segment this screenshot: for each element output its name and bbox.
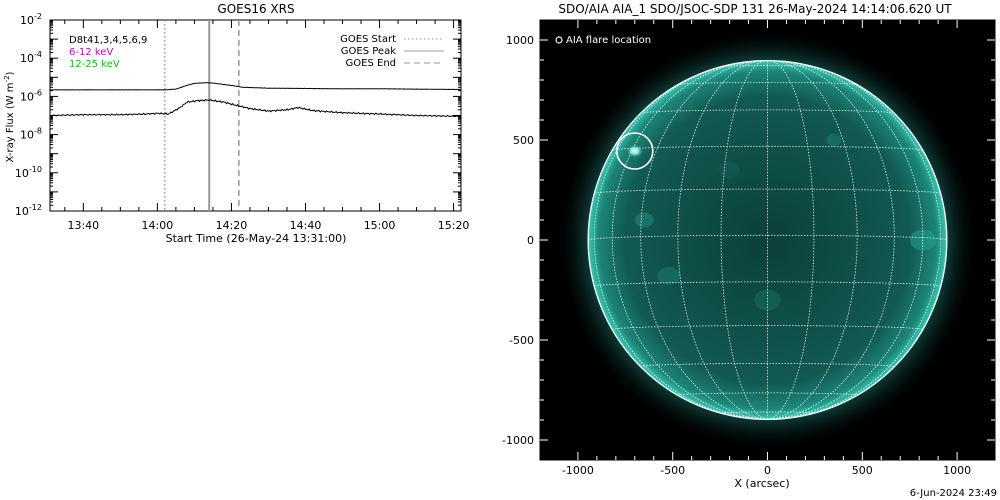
aia-flare-legend-label: AIA flare location bbox=[566, 35, 651, 46]
goes-y-tick-label: 10-8 bbox=[20, 127, 42, 142]
goes-y-tick-base: 10 bbox=[20, 129, 34, 142]
goes-series-line bbox=[49, 82, 462, 91]
aia-x-tick-labels: -1000 -500 0 500 1000 bbox=[562, 464, 971, 477]
goes-y-axis-label: X-ray Flux (W m-2) bbox=[3, 71, 16, 162]
goes-legend-label: GOES Peak bbox=[341, 46, 396, 57]
goes-y-axis-label-close: ) bbox=[5, 71, 16, 75]
goes-y-tick-base: 10 bbox=[20, 14, 34, 27]
aia-flare-marker bbox=[615, 132, 654, 170]
goes-y-tick-exp: -10 bbox=[29, 165, 42, 174]
goes-y-tick-base: 10 bbox=[15, 167, 29, 180]
goes-y-tick-base: 10 bbox=[15, 205, 29, 218]
aia-latlon-grid bbox=[587, 60, 948, 420]
aia-grid-line bbox=[640, 363, 895, 368]
aia-grid-line bbox=[640, 109, 895, 114]
aia-image-title: SDO/AIA AIA_1 SDO/JSOC-SDP 131 26-May-20… bbox=[558, 2, 952, 16]
aia-active-region bbox=[634, 212, 654, 228]
goes-y-tick-label: 10-12 bbox=[15, 203, 42, 218]
aia-y-tick-labels: 1000 500 0 -500 -1000 bbox=[502, 34, 534, 447]
generation-timestamp: 6-Jun-2024 23:49 bbox=[909, 488, 997, 499]
goes-y-axis-label-main: X-ray Flux (W m bbox=[5, 82, 16, 162]
aia-active-region bbox=[754, 289, 781, 311]
aia-grid-line bbox=[640, 60, 768, 420]
aia-grid-line bbox=[677, 392, 858, 396]
goes-x-tick-label: 14:20 bbox=[216, 219, 248, 232]
aia-grid-line bbox=[587, 234, 948, 241]
aia-active-region bbox=[719, 161, 741, 179]
aia-y-tick-label: -1000 bbox=[502, 434, 534, 447]
goes-y-tick-exp: -6 bbox=[34, 88, 42, 97]
aia-y-tick-label: 500 bbox=[513, 134, 534, 147]
goes-info-line: 12-25 keV bbox=[69, 59, 120, 70]
goes-y-axis-label-sup: -2 bbox=[3, 75, 11, 82]
goes-y-tick-exp: -8 bbox=[34, 127, 42, 136]
goes-chart-title: GOES16 XRS bbox=[217, 2, 294, 16]
goes-x-tick-labels: 13:40 14:00 14:20 14:40 15:00 15:20 bbox=[67, 219, 469, 232]
goes-legend-label: GOES End bbox=[346, 58, 396, 69]
goes-x-tick-label: 14:40 bbox=[290, 219, 322, 232]
aia-grid-line bbox=[611, 60, 768, 420]
goes-x-axis-label: Start Time (26-May-24 13:31:00) bbox=[166, 232, 347, 245]
goes-x-tick-label: 15:20 bbox=[438, 219, 470, 232]
goes-plot-frame bbox=[49, 19, 462, 212]
aia-grid-line bbox=[720, 411, 815, 414]
goes-y-tick-label: 10-6 bbox=[20, 88, 42, 103]
aia-x-tick-label: 0 bbox=[764, 464, 771, 477]
aia-x-tick-label: -1000 bbox=[562, 464, 594, 477]
aia-x-axis-label: X (arcsec) bbox=[734, 477, 789, 490]
aia-plot-frame bbox=[539, 19, 996, 461]
aia-flare-legend-marker bbox=[555, 36, 563, 44]
aia-grid-line bbox=[612, 145, 923, 151]
goes-y-tick-base: 10 bbox=[20, 90, 34, 103]
aia-y-tick-label: 1000 bbox=[506, 34, 534, 47]
goes-y-tick-exp: -2 bbox=[34, 12, 42, 21]
goes-x-tick-label: 14:00 bbox=[142, 219, 174, 232]
aia-grid-line bbox=[767, 60, 895, 420]
aia-grid-line bbox=[767, 61, 942, 420]
goes-legend-label: GOES Start bbox=[340, 34, 396, 45]
aia-image-panel: SDO/AIA AIA_1 SDO/JSOC-SDP 131 26-May-20… bbox=[502, 2, 996, 490]
goes-y-tick-base: 10 bbox=[20, 52, 34, 65]
goes-info-line: 6-12 keV bbox=[69, 47, 113, 58]
goes-x-tick-label: 15:00 bbox=[364, 219, 396, 232]
goes-y-tick-exp: -4 bbox=[34, 50, 42, 59]
aia-grid-line bbox=[594, 188, 941, 194]
goes-series-group bbox=[49, 82, 462, 118]
goes-y-tick-label: 10-10 bbox=[15, 165, 42, 180]
aia-active-region bbox=[826, 133, 842, 147]
aia-grid-line bbox=[767, 60, 858, 420]
aia-solar-image bbox=[540, 20, 995, 460]
aia-limb-outline bbox=[587, 60, 948, 420]
aia-grid-line bbox=[677, 82, 858, 85]
aia-grid-line bbox=[721, 65, 814, 68]
aia-legend: AIA flare location bbox=[555, 35, 651, 46]
aia-y-tick-label: 0 bbox=[527, 234, 534, 247]
goes-x-tick-label: 13:40 bbox=[67, 219, 99, 232]
goes-info-line: D8t41,3,4,5,6,9 bbox=[69, 35, 147, 46]
goes-y-tick-exp: -12 bbox=[29, 203, 42, 212]
aia-active-region bbox=[626, 144, 644, 158]
goes-event-lines bbox=[164, 20, 240, 211]
aia-y-tick-label: -500 bbox=[509, 334, 534, 347]
goes-y-tick-label: 10-4 bbox=[20, 50, 42, 65]
aia-active-region bbox=[657, 266, 681, 286]
aia-x-tick-label: 500 bbox=[852, 464, 873, 477]
aia-x-tick-label: -500 bbox=[660, 464, 685, 477]
aia-grid-line bbox=[677, 60, 768, 420]
aia-x-tick-label: 1000 bbox=[943, 464, 971, 477]
aia-grid-line bbox=[593, 61, 768, 420]
aia-grid-line bbox=[767, 60, 924, 420]
aia-solar-disk bbox=[588, 60, 947, 420]
goes-series-line bbox=[49, 98, 462, 118]
goes-y-tick-label: 10-2 bbox=[20, 12, 42, 27]
